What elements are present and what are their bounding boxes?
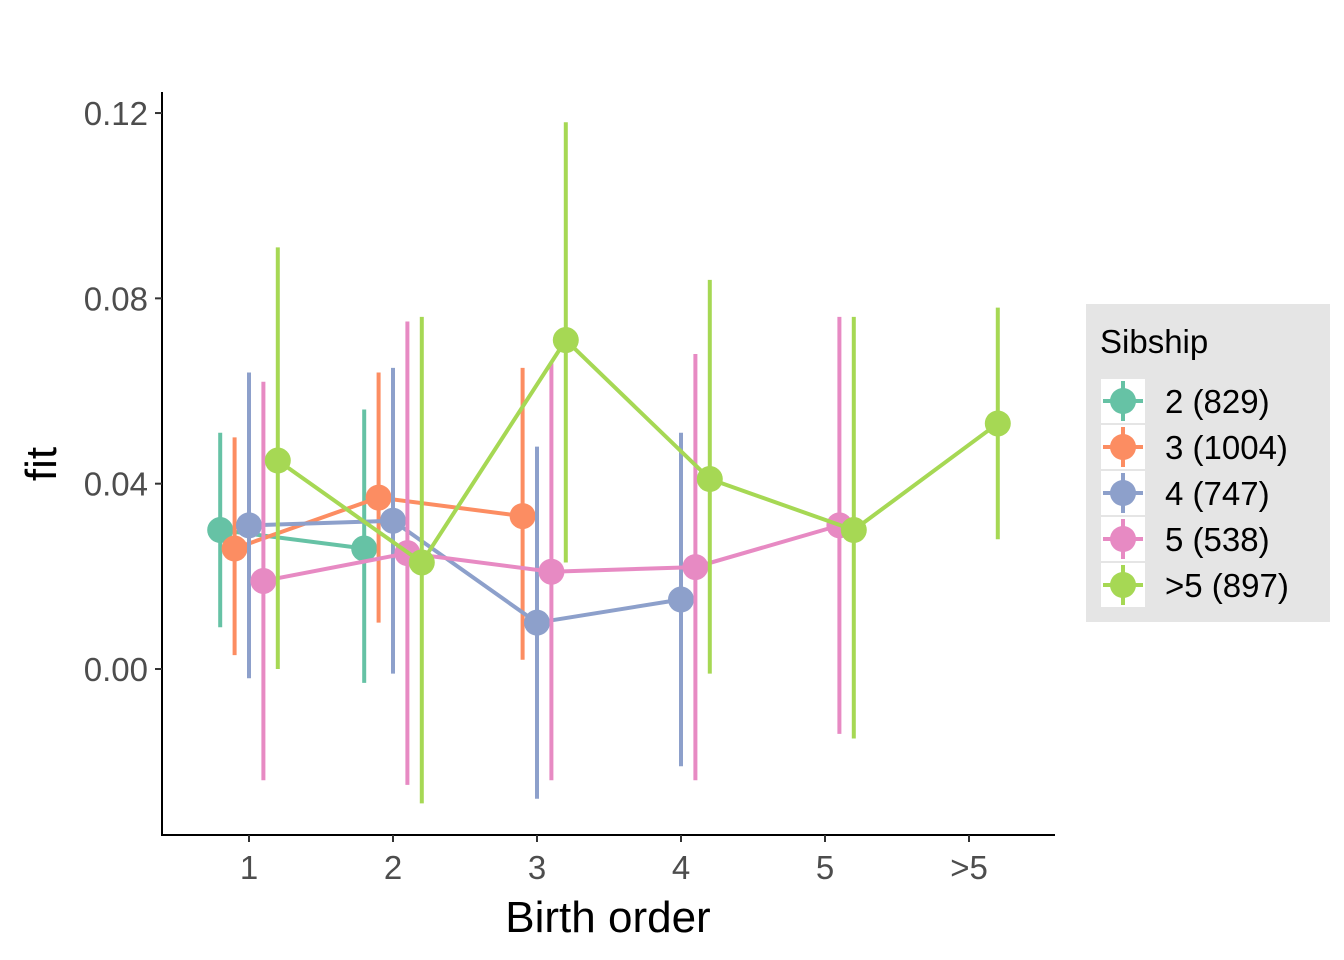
x-tick-label: 2 bbox=[384, 849, 402, 886]
legend-key-point bbox=[1110, 480, 1136, 506]
legend: Sibship 2 (829) 3 (1004) 4 (747) 5 (538) >5 … bbox=[1086, 304, 1330, 622]
series-4 bbox=[250, 316, 853, 785]
x-tick-label: 5 bbox=[816, 849, 834, 886]
legend-item: 2 (829) bbox=[1101, 379, 1270, 423]
data-point bbox=[351, 535, 378, 562]
data-point bbox=[207, 517, 234, 544]
series-3 bbox=[236, 367, 694, 799]
data-point bbox=[552, 327, 579, 354]
data-point bbox=[682, 554, 709, 581]
legend-label: 4 (747) bbox=[1165, 475, 1270, 512]
axes: 0.00 0.04 0.08 0.12 1 2 3 4 5 >5 bbox=[84, 92, 1055, 886]
x-tick-label: >5 bbox=[950, 849, 988, 886]
series-line bbox=[276, 336, 999, 566]
data-point bbox=[264, 447, 291, 474]
legend-label: 2 (829) bbox=[1165, 383, 1270, 420]
legend-key-point bbox=[1110, 388, 1136, 414]
x-axis-title: Birth order bbox=[505, 893, 710, 942]
legend-key-point bbox=[1110, 526, 1136, 552]
data-point bbox=[984, 410, 1011, 437]
legend-title: Sibship bbox=[1100, 323, 1208, 360]
series-5 bbox=[264, 122, 1011, 804]
y-tick-label: 0.00 bbox=[84, 651, 148, 688]
series-line bbox=[248, 518, 682, 625]
data-point bbox=[380, 507, 406, 534]
series-2 bbox=[221, 367, 536, 660]
legend-label: 5 (538) bbox=[1165, 521, 1270, 558]
data-point bbox=[668, 586, 694, 613]
legend-item: >5 (897) bbox=[1101, 563, 1289, 607]
legend-label: >5 (897) bbox=[1165, 567, 1289, 604]
data-point bbox=[221, 535, 248, 562]
x-tick-label: 1 bbox=[240, 849, 258, 886]
y-tick-label: 0.04 bbox=[84, 466, 148, 503]
legend-label: 3 (1004) bbox=[1165, 429, 1288, 466]
y-axis-title: fit bbox=[17, 447, 66, 481]
data-point bbox=[696, 466, 723, 493]
plot-area bbox=[207, 122, 1011, 804]
legend-key-point bbox=[1110, 572, 1136, 598]
data-point bbox=[408, 549, 435, 576]
data-point bbox=[250, 567, 277, 594]
data-point bbox=[840, 517, 867, 544]
x-tick-label: 4 bbox=[672, 849, 690, 886]
legend-key-point bbox=[1110, 434, 1136, 460]
y-tick-label: 0.12 bbox=[84, 95, 148, 132]
data-point bbox=[538, 558, 565, 585]
legend-item: 4 (747) bbox=[1101, 471, 1270, 515]
y-tick-label: 0.08 bbox=[84, 280, 148, 317]
data-point bbox=[365, 484, 392, 511]
x-tick-label: 3 bbox=[528, 849, 546, 886]
data-point bbox=[509, 503, 536, 530]
data-point bbox=[524, 609, 550, 636]
legend-item: 5 (538) bbox=[1101, 517, 1270, 561]
legend-item: 3 (1004) bbox=[1101, 425, 1288, 469]
data-point bbox=[236, 512, 262, 539]
